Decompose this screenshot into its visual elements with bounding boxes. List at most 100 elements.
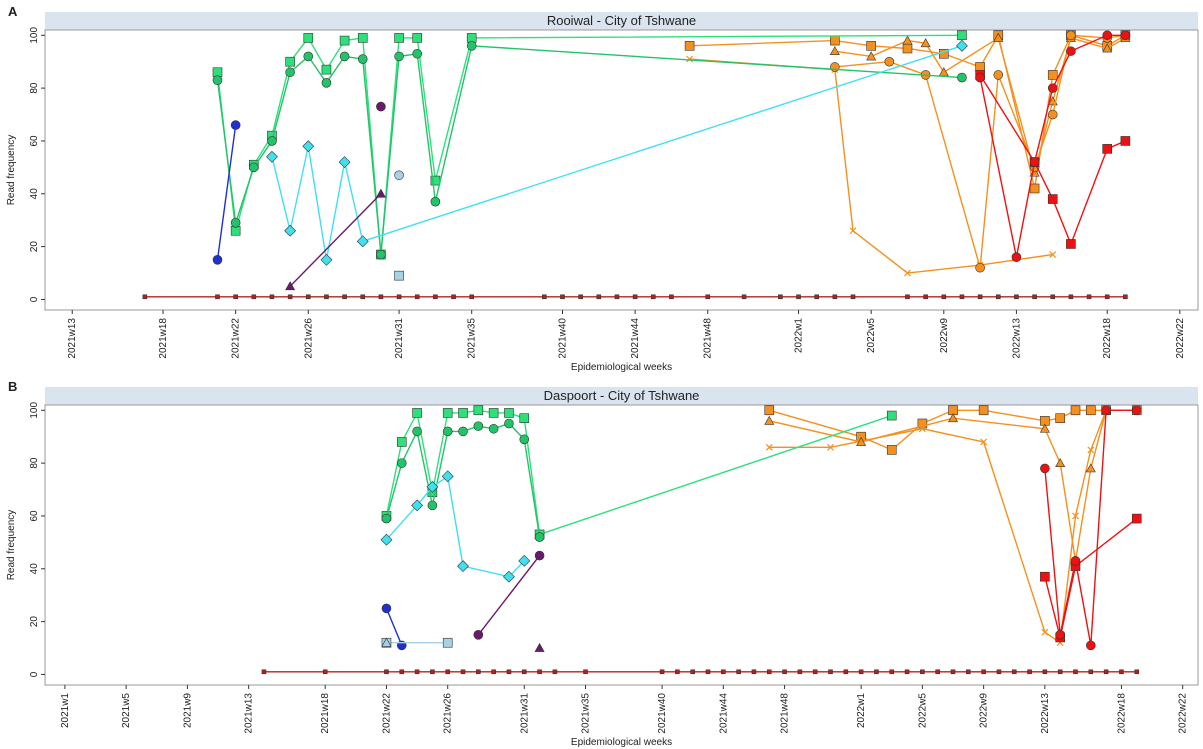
series <box>261 669 1140 675</box>
marker <box>1042 669 1048 675</box>
x-tick-label: 2021w26 <box>303 318 314 359</box>
marker <box>321 64 332 75</box>
panel-label: A <box>8 4 18 19</box>
marker <box>1066 239 1076 249</box>
series <box>381 405 897 540</box>
y-tick-label: 0 <box>29 671 40 677</box>
series <box>376 101 386 112</box>
marker <box>764 415 775 425</box>
marker <box>534 550 545 561</box>
marker <box>142 294 148 300</box>
marker <box>360 294 366 300</box>
marker <box>1055 457 1066 468</box>
series-line <box>1044 409 1137 646</box>
marker <box>1027 669 1032 675</box>
marker <box>1011 252 1022 262</box>
marker <box>356 235 369 248</box>
marker <box>843 669 849 675</box>
series-line <box>271 45 963 260</box>
marker <box>1120 30 1131 41</box>
y-tick-label: 20 <box>29 616 40 628</box>
series-line <box>834 36 1126 176</box>
marker <box>975 72 985 83</box>
marker <box>1087 446 1095 454</box>
marker <box>814 294 819 300</box>
x-tick-label: 2021w26 <box>443 693 454 734</box>
marker <box>433 294 438 300</box>
y-tick-label: 100 <box>29 402 40 419</box>
marker <box>394 270 404 281</box>
marker <box>1029 183 1040 194</box>
marker <box>285 67 295 78</box>
marker <box>473 630 484 640</box>
marker <box>320 253 333 266</box>
series <box>212 41 967 260</box>
marker <box>534 532 545 542</box>
marker <box>396 294 402 300</box>
marker <box>518 554 531 567</box>
marker <box>342 294 347 300</box>
panel-label: B <box>8 379 17 394</box>
y-tick-label: 0 <box>29 296 40 302</box>
marker <box>947 413 959 423</box>
series-line <box>216 45 962 255</box>
marker <box>267 136 277 146</box>
chart-title: Daspoort - City of Tshwane <box>544 388 700 403</box>
marker <box>886 445 897 455</box>
marker <box>519 434 530 445</box>
series-line <box>834 34 1126 268</box>
marker <box>981 669 986 675</box>
marker <box>399 669 405 675</box>
marker <box>904 669 910 675</box>
marker <box>850 294 856 300</box>
series-line <box>385 422 541 538</box>
x-tick-label: 2022w22 <box>1175 318 1186 359</box>
series <box>381 418 545 542</box>
marker <box>812 669 818 675</box>
marker <box>736 669 741 675</box>
marker <box>1047 109 1058 120</box>
marker <box>705 669 711 675</box>
marker <box>1047 194 1058 204</box>
marker <box>596 294 602 300</box>
marker <box>215 294 220 300</box>
marker <box>394 51 404 62</box>
series <box>212 120 241 265</box>
marker <box>233 294 238 300</box>
marker <box>322 669 328 675</box>
marker <box>1102 43 1113 53</box>
marker <box>904 269 911 277</box>
marker <box>426 480 439 493</box>
marker <box>441 470 454 483</box>
marker <box>1102 30 1113 41</box>
marker <box>457 560 469 573</box>
marker <box>751 669 757 675</box>
marker <box>941 294 947 300</box>
marker <box>427 500 438 511</box>
x-tick-label: 2021w13 <box>67 318 78 359</box>
marker <box>1119 669 1124 675</box>
marker <box>858 669 864 675</box>
marker <box>305 294 311 300</box>
x-tick-label: 2021w40 <box>557 318 568 359</box>
marker <box>445 669 451 675</box>
x-tick-label: 2022w18 <box>1102 318 1113 359</box>
marker <box>212 255 223 265</box>
marker <box>995 294 1001 300</box>
marker <box>1057 669 1063 675</box>
marker <box>828 669 833 675</box>
marker <box>261 669 267 675</box>
series <box>381 637 453 648</box>
x-tick-label: 2021w48 <box>780 693 791 734</box>
marker <box>542 294 547 300</box>
y-axis-label: Read frequency <box>6 510 17 581</box>
marker <box>302 140 315 153</box>
marker <box>829 46 840 56</box>
marker <box>765 443 773 451</box>
marker <box>230 120 241 130</box>
marker <box>1029 157 1040 167</box>
marker <box>384 669 389 675</box>
marker <box>956 39 968 52</box>
marker <box>285 56 295 67</box>
x-tick-label: 2021w5 <box>121 693 132 728</box>
